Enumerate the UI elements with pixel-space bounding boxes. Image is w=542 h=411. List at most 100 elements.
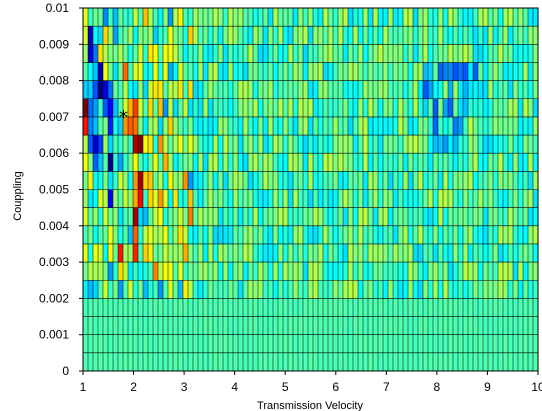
heatmap-cell xyxy=(523,116,529,136)
heatmap-cell xyxy=(493,153,499,172)
heatmap-cell xyxy=(283,80,289,100)
heatmap-cell xyxy=(318,80,324,100)
heatmap-cell xyxy=(123,26,129,45)
heatmap-cell xyxy=(208,189,214,208)
heatmap-cell xyxy=(423,44,429,63)
heatmap-cell xyxy=(118,44,124,63)
heatmap-cell xyxy=(268,62,274,81)
heatmap-cell xyxy=(518,153,524,172)
heatmap-cell xyxy=(83,207,89,227)
heatmap-cell xyxy=(428,80,434,100)
heatmap-cell xyxy=(93,207,99,227)
heatmap-cell xyxy=(373,80,379,100)
heatmap-cell xyxy=(323,334,329,354)
heatmap-cell xyxy=(233,80,239,100)
heatmap-cell xyxy=(353,62,359,81)
heatmap-cell xyxy=(223,8,229,27)
heatmap-cell xyxy=(358,316,364,335)
heatmap-cell xyxy=(308,298,314,317)
heatmap-cell xyxy=(528,116,534,136)
heatmap-cell xyxy=(358,280,364,299)
heatmap-cell xyxy=(398,26,404,45)
heatmap-cell xyxy=(163,334,169,354)
heatmap-cell xyxy=(233,135,239,154)
heatmap-cell xyxy=(138,135,144,154)
heatmap-cell xyxy=(263,243,269,263)
heatmap-cell xyxy=(198,243,204,263)
heatmap-cell xyxy=(188,98,194,118)
heatmap-cell xyxy=(393,153,399,172)
heatmap-cell xyxy=(203,8,209,27)
heatmap-cell xyxy=(413,44,419,63)
heatmap-cell xyxy=(393,171,399,190)
heatmap-cell xyxy=(418,243,424,263)
heatmap-cell xyxy=(113,153,119,172)
heatmap-cell xyxy=(188,225,194,245)
heatmap-cell xyxy=(363,116,369,136)
heatmap-cell xyxy=(348,225,354,245)
heatmap-cell xyxy=(118,80,124,100)
heatmap-cell xyxy=(303,189,309,208)
heatmap-cell xyxy=(333,316,339,335)
heatmap-cell xyxy=(273,26,279,45)
heatmap-cell xyxy=(448,298,454,317)
heatmap-cell xyxy=(288,243,294,263)
heatmap-cell xyxy=(108,8,114,27)
heatmap-cell xyxy=(158,135,164,154)
heatmap-cell xyxy=(283,171,289,190)
heatmap-cell xyxy=(273,316,279,335)
heatmap-cell xyxy=(338,8,344,27)
heatmap-cell xyxy=(368,80,374,100)
heatmap-cell xyxy=(398,116,404,136)
heatmap-cell xyxy=(478,352,484,372)
heatmap-cell xyxy=(208,98,214,118)
heatmap-cell xyxy=(223,44,229,63)
heatmap-cell xyxy=(233,280,239,299)
heatmap-cell xyxy=(323,116,329,136)
heatmap-cell xyxy=(328,153,334,172)
heatmap-cell xyxy=(428,243,434,263)
heatmap-cell xyxy=(423,26,429,45)
heatmap-cell xyxy=(483,280,489,299)
heatmap-cell xyxy=(88,334,94,354)
heatmap-cell xyxy=(483,98,489,118)
heatmap-cell xyxy=(473,26,479,45)
heatmap-cell xyxy=(228,262,234,281)
heatmap-cell xyxy=(373,280,379,299)
heatmap-cell xyxy=(438,334,444,354)
heatmap-cell xyxy=(108,262,114,281)
heatmap-cell xyxy=(273,189,279,208)
heatmap-cell xyxy=(223,298,229,317)
heatmap-cell xyxy=(283,153,289,172)
heatmap-cell xyxy=(223,262,229,281)
heatmap-cell xyxy=(488,298,494,317)
heatmap-cell xyxy=(198,98,204,118)
heatmap-cell xyxy=(483,352,489,372)
heatmap-cell xyxy=(503,80,509,100)
heatmap-cell xyxy=(533,352,539,372)
heatmap-cell xyxy=(258,26,264,45)
heatmap-cell xyxy=(363,189,369,208)
heatmap-cell xyxy=(348,8,354,27)
heatmap-cell xyxy=(298,225,304,245)
heatmap-cell xyxy=(398,98,404,118)
heatmap-cell xyxy=(103,280,109,299)
heatmap-cell xyxy=(448,243,454,263)
heatmap-cell xyxy=(143,225,149,245)
heatmap-cell xyxy=(368,8,374,27)
heatmap-cell xyxy=(393,80,399,100)
heatmap-cell xyxy=(333,334,339,354)
heatmap-cell xyxy=(88,26,94,45)
heatmap-cell xyxy=(238,334,244,354)
heatmap-cell xyxy=(303,62,309,81)
heatmap-cell xyxy=(368,262,374,281)
heatmap-cell xyxy=(338,26,344,45)
heatmap-cell xyxy=(223,316,229,335)
heatmap-cell xyxy=(318,280,324,299)
heatmap-cell xyxy=(438,135,444,154)
heatmap-cell xyxy=(318,225,324,245)
heatmap-cell xyxy=(398,62,404,81)
heatmap-cell xyxy=(353,298,359,317)
heatmap-cell xyxy=(433,8,439,27)
